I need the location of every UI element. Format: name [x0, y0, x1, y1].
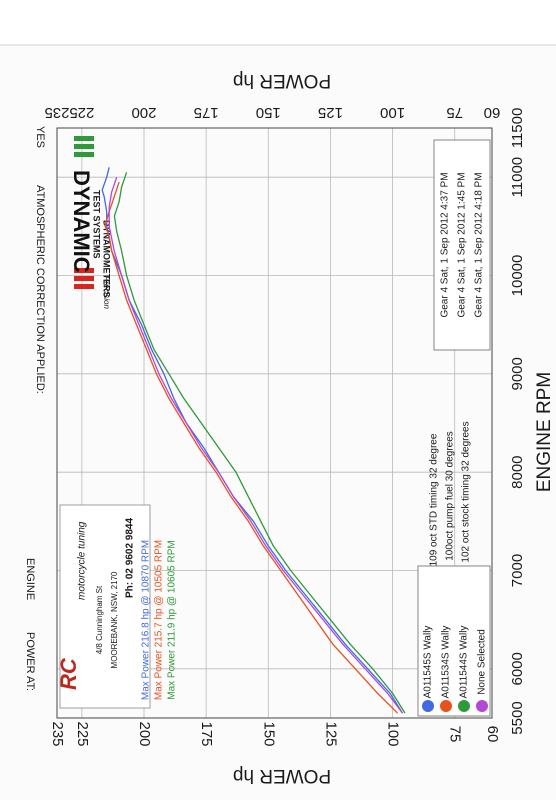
power-tick-top: 150: [256, 104, 281, 121]
power-tick-bottom: 75: [447, 726, 464, 743]
power-tick-top: 225: [69, 104, 94, 121]
max-power-line: Max Power 211.9 hp @ 10605 RPM: [167, 540, 178, 700]
shop-address-2: MOOREBANK, NSW, 2170: [110, 571, 119, 668]
rpm-tick: 11500: [509, 108, 526, 149]
power-tick-top: 125: [318, 104, 343, 121]
atmo-correction-label: ATMOSPHERIC CORRECTION APPLIED:: [34, 185, 46, 394]
rpm-tick: 5500: [509, 701, 526, 734]
run-info-box: [433, 139, 491, 351]
legend-label: None Selected: [477, 629, 488, 695]
rpm-tick: 8000: [509, 455, 526, 488]
series-line-0: [101, 167, 404, 714]
power-at-value: ENGINE: [24, 558, 36, 600]
scan-top-margin: [0, 0, 556, 44]
logo-brand: DYNAMIC: [69, 170, 94, 273]
power-tick-top: 175: [194, 104, 219, 121]
legend-swatch: [458, 700, 470, 712]
atmo-correction-value: YES: [34, 126, 46, 148]
plot-frame: [56, 127, 493, 719]
rpm-tick: 6000: [509, 652, 526, 685]
rpm-tick: 11000: [509, 157, 526, 198]
run-info-line: Gear 4 Sat, 1 Sep 2012 4:37 PM: [440, 172, 451, 317]
power-tick-bottom: 175: [198, 721, 215, 746]
shop-logo-rc: RC: [56, 657, 81, 690]
run-note: 100oct pump fuel 30 degrees: [445, 431, 456, 561]
paper-edge: [0, 44, 556, 46]
legend-swatch: [422, 700, 434, 712]
run-note: 109 oct STD timing 32 degree: [429, 433, 440, 566]
logo-bar-green: [74, 136, 94, 141]
shop-phone: Ph: 02 9602 9844: [125, 518, 136, 598]
series-line-1: [104, 181, 398, 714]
run-note: 102 oct stock timing 32 degrees: [461, 421, 472, 562]
run-info-line: Gear 4 Sat, 1 Sep 2012 1:45 PM: [457, 172, 468, 317]
max-power-line: Max Power 215.7 hp @ 10505 RPM: [154, 540, 165, 700]
power-tick-top: 75: [446, 104, 463, 121]
legend-swatch: [440, 700, 452, 712]
power-tick-top: 235: [44, 104, 69, 121]
logo-bar-green: [74, 144, 94, 149]
power-axis-title-bottom: POWER hp: [233, 765, 331, 786]
series-line-2: [113, 172, 406, 714]
power-tick-top: 60: [484, 104, 501, 121]
legend-box: [417, 565, 491, 717]
run-info-line: Gear 4 Sat, 1 Sep 2012 4:18 PM: [474, 172, 485, 317]
power-tick-bottom: 150: [260, 721, 277, 746]
logo-line4: DYNAMOMETERS: [102, 220, 112, 298]
power-tick-bottom: 225: [74, 721, 91, 746]
power-tick-bottom: 235: [49, 721, 66, 746]
max-power-line: Max Power 216.8 hp @ 10870 RPM: [141, 540, 152, 700]
legend-swatch: [476, 700, 488, 712]
shop-address-1: 4/8 Cunningham St: [95, 585, 104, 654]
power-axis-title-top: POWER hp: [233, 70, 331, 91]
logo-line3: Precision: [102, 276, 111, 309]
shop-stamp-box: [59, 504, 151, 709]
legend-label: A011545S Wally: [423, 626, 434, 699]
logo-bar-red: [74, 268, 94, 273]
logo-bar-red: [74, 276, 94, 281]
power-at-label: POWER AT:: [24, 632, 36, 691]
logo-line2: TEST SYSTEMS: [92, 190, 102, 259]
shop-logo-script: motorcycle tuning: [77, 521, 88, 600]
dynamic-logo: [74, 136, 94, 289]
rpm-tick: 10000: [509, 255, 526, 297]
power-tick-bottom: 60: [484, 726, 501, 743]
power-tick-top: 200: [131, 104, 156, 121]
legend-label: A011534S Wally: [441, 626, 452, 699]
legend-label: A011544S Wally: [459, 626, 470, 699]
rpm-tick: 7000: [509, 554, 526, 587]
power-tick-bottom: 125: [322, 721, 339, 746]
logo-bar-red: [74, 284, 94, 289]
series-line-3: [108, 176, 404, 714]
logo-bar-green: [74, 152, 94, 157]
rpm-tick: 9000: [509, 357, 526, 390]
power-tick-bottom: 200: [136, 721, 153, 746]
rpm-axis-title: ENGINE RPM: [534, 372, 555, 492]
power-tick-top: 100: [380, 104, 405, 121]
power-tick-bottom: 100: [385, 721, 402, 746]
